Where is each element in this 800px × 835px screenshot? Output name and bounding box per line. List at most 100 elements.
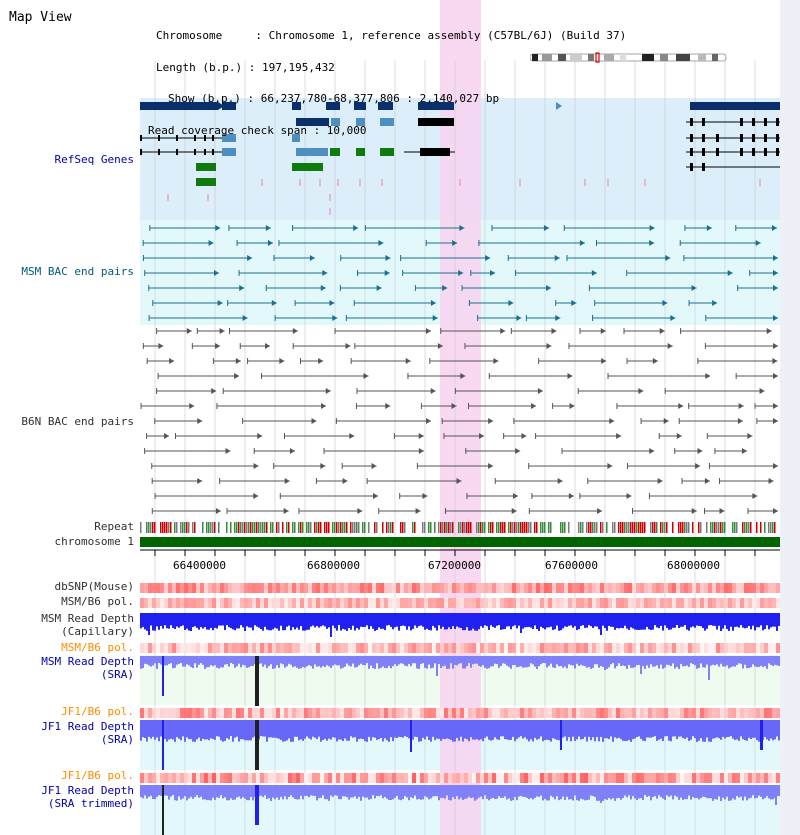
msm-capillary-depth — [434, 613, 436, 628]
track-label-msm-bac[interactable]: MSM BAC end pairs — [21, 265, 134, 278]
track-label-msm-b6-pol-1[interactable]: MSM/B6 pol. — [61, 595, 134, 608]
repeat-element — [496, 522, 498, 533]
jf1-b6-pol-cell — [592, 773, 596, 783]
msm-b6-pol-cell — [360, 598, 364, 608]
track-label-jf1-depth-trimmed[interactable]: JF1 Read Depth — [41, 784, 134, 797]
msm-b6-pol-cell — [156, 598, 160, 608]
track-label-msm-b6-pol-2[interactable]: MSM/B6 pol. — [61, 641, 134, 654]
msm-capillary-depth — [264, 613, 266, 627]
jf1-sra-depth — [686, 720, 688, 738]
jf1-trimmed-depth — [708, 785, 710, 799]
chromosome-ideogram[interactable] — [530, 52, 730, 64]
repeat-element — [678, 522, 680, 533]
dbsnp-cell — [620, 583, 624, 593]
jf1-trimmed-depth — [764, 785, 766, 799]
jf1-b6-pol-cell — [572, 708, 576, 718]
jf1-sra-depth — [582, 720, 584, 740]
msm-capillary-depth — [754, 613, 756, 631]
jf1-sra-depth — [722, 720, 724, 737]
jf1-sra-depth — [234, 720, 236, 738]
msm-capillary-depth — [220, 613, 222, 626]
msm-sra-depth — [196, 656, 198, 668]
msm-b6-pol-cell — [740, 643, 744, 653]
track-label-dbsnp[interactable]: dbSNP(Mouse) — [54, 580, 134, 593]
msm-capillary-depth — [518, 613, 520, 626]
jf1-sra-depth — [662, 720, 664, 742]
jf1-sra-depth — [362, 720, 364, 740]
msm-sra-depth — [188, 656, 190, 666]
jf1-trimmed-depth — [716, 785, 718, 800]
dbsnp-cell — [288, 583, 292, 593]
repeat-element — [588, 522, 590, 533]
jf1-trimmed-depth — [202, 785, 204, 800]
track-label-jf1-b6-pol-2[interactable]: JF1/B6 pol. — [61, 769, 134, 782]
msm-sra-depth — [570, 656, 572, 665]
gene-exon — [176, 149, 178, 155]
jf1-trimmed-depth — [382, 785, 384, 799]
track-label-repeat[interactable]: Repeat — [94, 520, 134, 533]
msm-b6-pol-cell — [188, 598, 192, 608]
jf1-trimmed-depth — [692, 785, 694, 797]
repeat-element — [246, 522, 248, 533]
msm-capillary-depth — [702, 613, 704, 629]
repeat-element — [176, 522, 178, 533]
jf1-trimmed-depth — [316, 785, 318, 801]
jf1-trimmed-depth — [478, 785, 480, 798]
track-label-jf1-depth-sra[interactable]: JF1 Read Depth — [41, 720, 134, 733]
repeat-element — [654, 522, 656, 533]
jf1-trimmed-depth — [190, 785, 192, 797]
track-label-chromosome[interactable]: chromosome 1 — [54, 535, 134, 548]
jf1-b6-pol-cell — [192, 708, 196, 718]
dbsnp-cell — [212, 583, 216, 593]
msm-bac-pair-end — [649, 225, 655, 231]
dbsnp-cell — [244, 583, 248, 593]
track-label-refseq-genes[interactable]: RefSeq Genes — [54, 153, 134, 166]
track-label-b6n-bac[interactable]: B6N BAC end pairs — [21, 415, 134, 428]
msm-b6-pol-cell — [224, 598, 228, 608]
track-label-msm-depth-sra[interactable]: MSM Read Depth — [41, 655, 134, 668]
msm-capillary-depth — [574, 613, 576, 627]
jf1-trimmed-depth — [522, 785, 524, 797]
jf1-b6-pol-cell — [656, 708, 660, 718]
jf1-b6-pol-cell — [440, 708, 444, 718]
msm-sra-depth — [748, 656, 750, 669]
msm-capillary-depth — [656, 613, 658, 628]
track-label-jf1-b6-pol-1[interactable]: JF1/B6 pol. — [61, 705, 134, 718]
jf1-b6-pol-cell — [196, 773, 200, 783]
jf1-b6-pol-cell — [668, 773, 672, 783]
jf1-b6-pol-cell — [380, 708, 384, 718]
jf1-b6-pol-cell — [576, 773, 580, 783]
msm-sra-depth — [398, 656, 400, 665]
jf1-trimmed-depth-spike — [720, 785, 722, 801]
jf1-sra-depth — [738, 720, 740, 741]
msm-b6-pol-cell — [204, 598, 208, 608]
jf1-sra-depth — [732, 720, 734, 739]
repeat-element — [236, 522, 238, 533]
repeat-element — [242, 522, 244, 533]
jf1-b6-pol-cell — [732, 708, 736, 718]
jf1-sra-depth — [358, 720, 360, 740]
jf1-sra-depth — [538, 720, 540, 739]
jf1-b6-pol-cell — [148, 708, 152, 718]
msm-capillary-depth — [280, 613, 282, 626]
jf1-sra-depth — [546, 720, 548, 740]
jf1-trimmed-depth — [516, 785, 518, 801]
dbsnp-cell — [320, 583, 324, 593]
track-label-msm-depth-capillary[interactable]: MSM Read Depth — [41, 612, 134, 625]
msm-capillary-depth — [506, 613, 508, 627]
jf1-trimmed-depth — [248, 785, 250, 801]
jf1-trimmed-depth — [396, 785, 398, 796]
msm-sra-depth — [606, 656, 608, 669]
dbsnp-cell — [448, 583, 452, 593]
jf1-trimmed-depth — [318, 785, 320, 799]
gene-exon — [222, 148, 236, 156]
b6n-bac-pair-end — [741, 448, 747, 454]
jf1-b6-pol-cell — [360, 773, 364, 783]
msm-capillary-depth — [598, 613, 600, 630]
msm-capillary-depth — [198, 613, 200, 630]
b6n-bac-pair-end — [568, 493, 574, 499]
msm-capillary-depth — [376, 613, 378, 630]
jf1-b6-pol-cell — [632, 708, 636, 718]
msm-capillary-depth — [708, 613, 710, 626]
jf1-sra-depth — [428, 720, 430, 741]
